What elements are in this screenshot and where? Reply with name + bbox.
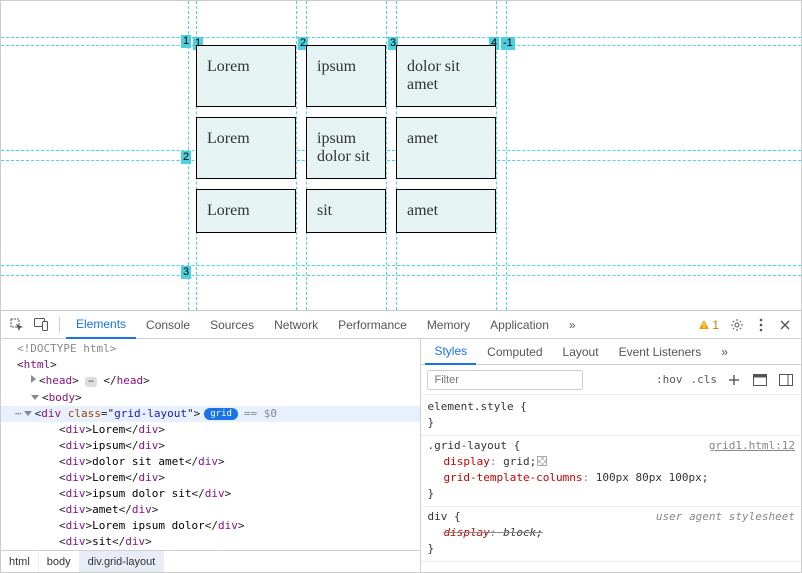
page-preview: 11234-123Loremipsumdolor sit ametLoremip…: [1, 1, 801, 310]
warnings-badge[interactable]: 1: [698, 318, 719, 332]
tab-console[interactable]: Console: [136, 311, 200, 339]
styles-filter-input[interactable]: [427, 370, 583, 390]
styles-tabs-overflow[interactable]: »: [712, 339, 737, 365]
grid-overlay-line: [1, 275, 801, 276]
tab-performance[interactable]: Performance: [328, 311, 417, 339]
demo-grid-cell: ipsum dolor sit: [306, 117, 386, 179]
dom-tree-line[interactable]: ⋯<div class="grid-layout">grid== $0: [1, 406, 420, 422]
dom-tree-line[interactable]: <div>ipsum dolor sit</div>: [1, 486, 420, 502]
styles-toolbar: :hov .cls: [421, 365, 801, 395]
dom-tree-line[interactable]: <div>sit</div>: [1, 534, 420, 550]
cls-toggle[interactable]: .cls: [691, 373, 718, 386]
dom-tree-line[interactable]: <div>Lorem</div>: [1, 470, 420, 486]
panel-layout-icon[interactable]: [777, 371, 795, 389]
demo-grid-cell: dolor sit amet: [396, 45, 496, 107]
dom-tree-line[interactable]: <div>dolor sit amet</div>: [1, 454, 420, 470]
grid-track-badge: 3: [181, 266, 191, 279]
kebab-icon[interactable]: [753, 317, 769, 333]
dom-tree-line[interactable]: <div>Lorem</div>: [1, 422, 420, 438]
css-rule[interactable]: element.style {}: [421, 397, 801, 436]
tab-elements[interactable]: Elements: [66, 311, 136, 339]
grid-track-badge: 2: [181, 151, 191, 164]
computed-sidebar-icon[interactable]: [751, 371, 769, 389]
inspect-icon[interactable]: [9, 317, 25, 333]
device-toggle-icon[interactable]: [33, 317, 49, 333]
hov-toggle[interactable]: :hov: [656, 373, 683, 386]
styles-tab-computed[interactable]: Computed: [478, 339, 551, 365]
styles-pane: StylesComputedLayoutEvent Listeners» :ho…: [421, 339, 801, 572]
close-icon[interactable]: [777, 317, 793, 333]
devtools-tabbar: ElementsConsoleSourcesNetworkPerformance…: [1, 311, 801, 339]
styles-tab-event-listeners[interactable]: Event Listeners: [610, 339, 711, 365]
grid-track-badge: -1: [501, 37, 515, 50]
dom-tree-line[interactable]: <div>amet</div>: [1, 502, 420, 518]
new-rule-icon[interactable]: [725, 371, 743, 389]
dom-tree[interactable]: <!DOCTYPE html><html><head> ⋯ </head><bo…: [1, 339, 420, 550]
dom-tree-line[interactable]: <html>: [1, 357, 420, 373]
demo-grid-cell: Lorem: [196, 45, 296, 107]
breadcrumb[interactable]: htmlbodydiv.grid-layout: [1, 550, 420, 572]
gear-icon[interactable]: [729, 317, 745, 333]
tab-network[interactable]: Network: [264, 311, 328, 339]
tab-sources[interactable]: Sources: [200, 311, 264, 339]
breadcrumb-item[interactable]: body: [39, 551, 80, 572]
grid-track-badge: 1: [181, 35, 191, 48]
demo-grid-cell: Lorem: [196, 117, 296, 179]
grid-overlay-line: [1, 265, 801, 266]
elements-pane: <!DOCTYPE html><html><head> ⋯ </head><bo…: [1, 339, 421, 572]
styles-tab-styles[interactable]: Styles: [425, 339, 476, 365]
devtools-panel: ElementsConsoleSourcesNetworkPerformance…: [1, 310, 801, 572]
breadcrumb-item[interactable]: div.grid-layout: [80, 551, 165, 572]
demo-grid-cell: Lorem: [196, 189, 296, 233]
styles-tab-layout[interactable]: Layout: [554, 339, 608, 365]
tab-memory[interactable]: Memory: [417, 311, 480, 339]
tabs-overflow[interactable]: »: [559, 311, 586, 339]
breadcrumb-item[interactable]: html: [1, 551, 39, 572]
styles-tabbar: StylesComputedLayoutEvent Listeners»: [421, 339, 801, 365]
demo-grid-cell: amet: [396, 117, 496, 179]
css-rules[interactable]: element.style {}.grid-layout {grid1.html…: [421, 395, 801, 572]
warnings-count: 1: [712, 318, 719, 332]
dom-tree-line[interactable]: <head> ⋯ </head>: [1, 373, 420, 390]
demo-grid-cell: amet: [396, 189, 496, 233]
demo-grid: Loremipsumdolor sit ametLoremipsum dolor…: [196, 45, 496, 233]
demo-grid-cell: sit: [306, 189, 386, 233]
dom-tree-line[interactable]: <body>: [1, 390, 420, 406]
demo-grid-cell: ipsum: [306, 45, 386, 107]
grid-overlay-line: [1, 37, 801, 38]
dom-tree-line[interactable]: <!DOCTYPE html>: [1, 341, 420, 357]
css-rule[interactable]: div {user agent stylesheetdisplay: block…: [421, 507, 801, 562]
dom-tree-line[interactable]: <div>ipsum</div>: [1, 438, 420, 454]
dom-tree-line[interactable]: <div>Lorem ipsum dolor</div>: [1, 518, 420, 534]
css-rule[interactable]: .grid-layout {grid1.html:12display: grid…: [421, 436, 801, 507]
tab-application[interactable]: Application: [480, 311, 559, 339]
